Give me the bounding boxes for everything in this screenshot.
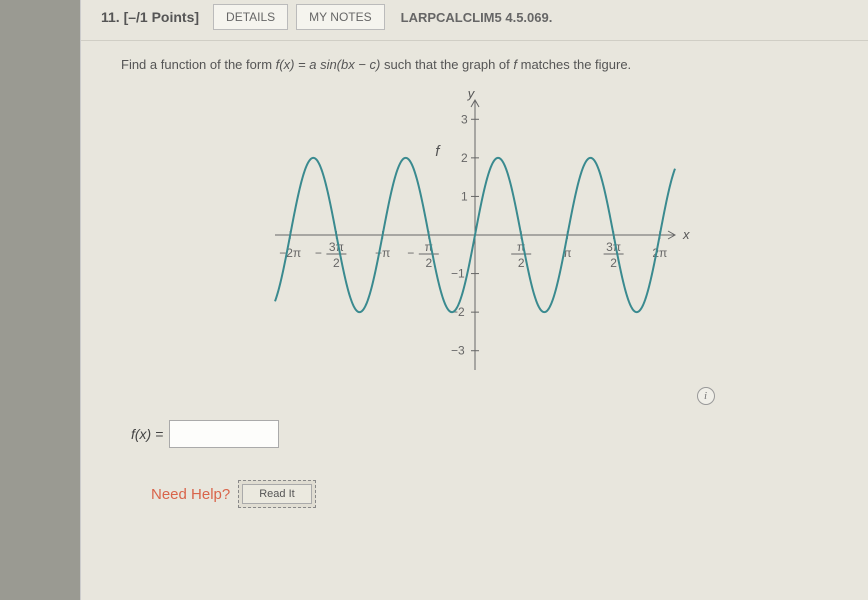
question-card: 11. [–/1 Points] DETAILS MY NOTES LARPCA…	[80, 0, 868, 600]
svg-text:−: −	[314, 246, 321, 260]
prompt-text: Find a function of the form f(x) = a sin…	[121, 57, 828, 72]
svg-text:−2π: −2π	[279, 246, 301, 260]
svg-text:x: x	[682, 227, 690, 242]
svg-text:1: 1	[461, 189, 468, 203]
need-help-label: Need Help?	[151, 486, 230, 503]
read-it-label: Read It	[242, 484, 311, 504]
my-notes-button[interactable]: MY NOTES	[296, 4, 384, 30]
svg-text:−3: −3	[451, 344, 465, 358]
svg-text:−: −	[407, 246, 414, 260]
prompt-formula: f(x) = a sin(bx − c)	[276, 57, 381, 72]
svg-text:2: 2	[425, 256, 432, 270]
svg-text:y: y	[466, 90, 475, 101]
read-it-button[interactable]: Read It	[238, 480, 315, 508]
prompt-end: matches the figure.	[517, 57, 631, 72]
help-row: Need Help? Read It	[151, 480, 828, 508]
svg-text:−1: −1	[451, 267, 465, 281]
svg-text:f: f	[435, 143, 441, 160]
graph-svg: −3−2−1123−2π−3π2−π−π2π2π3π22πxyf	[245, 90, 705, 400]
question-content: Find a function of the form f(x) = a sin…	[81, 41, 868, 518]
graph-container: −3−2−1123−2π−3π2−π−π2π2π3π22πxyf i	[245, 90, 705, 400]
svg-text:2: 2	[461, 151, 468, 165]
svg-text:2: 2	[333, 256, 340, 270]
svg-text:3π: 3π	[606, 240, 621, 254]
prompt-before: Find a function of the form	[121, 57, 276, 72]
answer-row: f(x) =	[131, 420, 828, 448]
info-icon[interactable]: i	[697, 387, 715, 405]
svg-text:2: 2	[517, 256, 524, 270]
svg-text:2: 2	[610, 256, 617, 270]
source-label: LARPCALCLIM5 4.5.069.	[401, 10, 553, 25]
details-button[interactable]: DETAILS	[213, 4, 288, 30]
answer-input[interactable]	[169, 420, 279, 448]
prompt-after: such that the graph of	[380, 57, 513, 72]
svg-text:3: 3	[461, 112, 468, 126]
question-header: 11. [–/1 Points] DETAILS MY NOTES LARPCA…	[81, 0, 868, 41]
answer-label: f(x) =	[131, 426, 163, 442]
question-points-label: 11. [–/1 Points]	[101, 9, 199, 25]
svg-text:3π: 3π	[328, 240, 343, 254]
